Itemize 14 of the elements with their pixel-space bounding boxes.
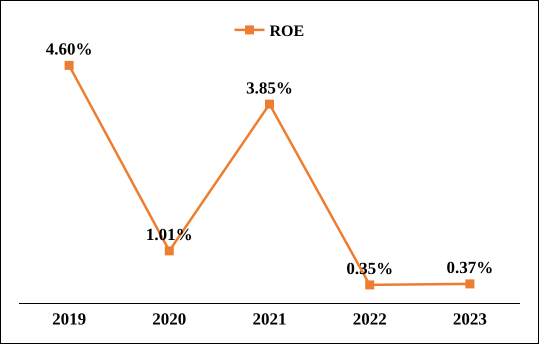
point (465, 279, 474, 288)
point (164, 246, 174, 256)
data-label: 4.60% (46, 40, 92, 59)
x-tick-label: 2021 (252, 309, 286, 328)
x-tick-label: 2022 (352, 309, 387, 328)
legend-label: ROE (270, 23, 304, 40)
x-tick-label: 2020 (152, 309, 186, 328)
point (365, 280, 374, 290)
data-label: 0.37% (446, 258, 494, 278)
x-tick-label: 2019 (52, 309, 86, 328)
point (64, 60, 74, 70)
point (265, 100, 274, 109)
x-tick-label: 2023 (452, 309, 487, 328)
data-label: 3.85% (246, 78, 293, 98)
